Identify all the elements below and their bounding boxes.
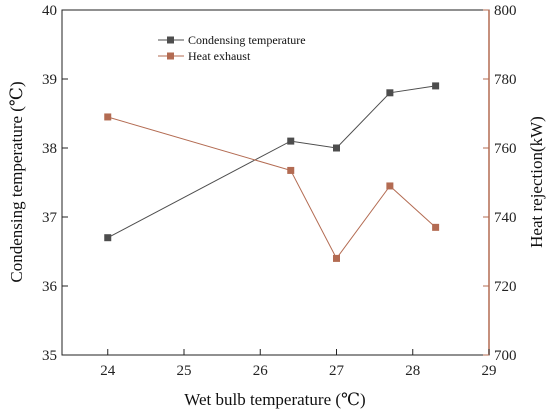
y-right-tick-label-4: 780 [494, 72, 517, 88]
series-0-point-3 [386, 89, 394, 97]
series-lines [107, 85, 436, 260]
series-1-point-2 [333, 254, 340, 262]
y-left-tick-label-5: 40 [42, 3, 57, 19]
axis-ticks [62, 9, 490, 356]
x-tick-label-3: 27 [329, 363, 345, 379]
y-right-tick-label-5: 800 [494, 3, 517, 19]
plot-frame [61, 9, 490, 356]
y-axis-label-right: Heat rejection(kW) [527, 116, 546, 248]
x-tick-label-0: 24 [100, 363, 116, 379]
y-left-tick-label-1: 36 [42, 279, 58, 295]
series-0-point-2 [333, 144, 340, 152]
series-0-point-0 [104, 234, 112, 242]
y-axis-label-left: Condensing temperature (℃) [7, 81, 26, 282]
y-left-tick-label-4: 39 [42, 72, 57, 88]
series-0-point-1 [287, 137, 295, 145]
y-right-tick-label-1: 720 [494, 279, 517, 295]
y-right-tick-label-3: 760 [494, 141, 517, 157]
legend-marker-heat [167, 52, 174, 60]
x-tick-label-4: 28 [405, 363, 420, 379]
legend: Condensing temperature Heat exhaust [158, 33, 306, 63]
series-1-point-4 [432, 223, 440, 231]
y-left-tick-label-2: 37 [42, 210, 58, 226]
y-left-tick-label-3: 38 [42, 141, 57, 157]
x-tick-label-5: 29 [482, 363, 497, 379]
legend-marker-condensing [167, 36, 174, 44]
series-1-point-3 [386, 182, 394, 190]
x-axis-label: Wet bulb temperature (℃) [184, 390, 365, 409]
axis-tick-labels: 24 25 26 27 28 29 35 36 37 38 39 40 700 720 740 760 780 8… [42, 3, 517, 379]
x-tick-label-1: 25 [177, 363, 192, 379]
legend-label-heat: Heat exhaust [188, 49, 251, 63]
series-0-point-4 [432, 82, 440, 90]
series-points [104, 82, 440, 262]
series-1-point-0 [104, 113, 112, 121]
y-right-tick-label-2: 740 [494, 210, 517, 226]
series-1-point-1 [287, 166, 295, 174]
y-left-tick-label-0: 35 [42, 348, 57, 364]
y-right-tick-label-0: 700 [494, 348, 517, 364]
legend-label-condensing: Condensing temperature [188, 33, 306, 47]
x-tick-label-2: 26 [253, 363, 269, 379]
series-line-0 [107, 85, 436, 239]
